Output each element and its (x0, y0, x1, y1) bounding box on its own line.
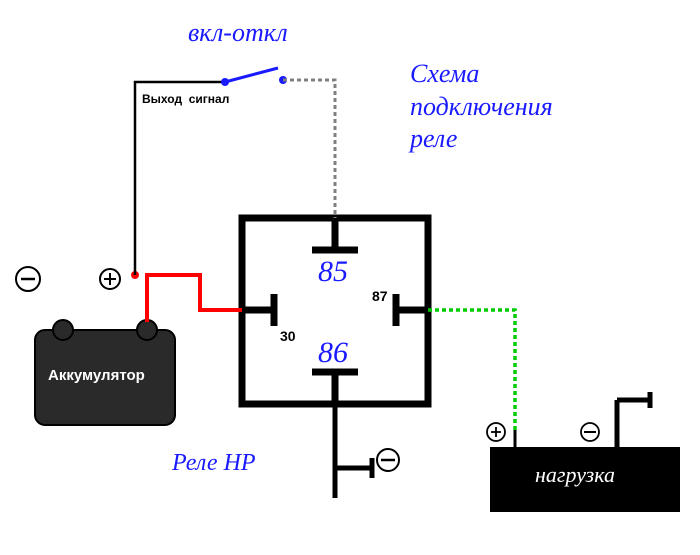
minus-battery (16, 267, 40, 291)
relay-label: Реле НР (172, 450, 256, 477)
pin-30-terminal (242, 294, 274, 326)
switch (221, 68, 287, 86)
wire-red (147, 275, 242, 322)
plus-load (487, 423, 505, 441)
pin-86-label: 86 (318, 336, 348, 370)
load-neg-terminal (617, 392, 650, 447)
signal-label: Выход сигнал (142, 92, 229, 106)
ground-symbol (335, 458, 372, 498)
pin-87-terminal (396, 294, 428, 326)
wire-green (428, 310, 515, 430)
title-label: Схема подключения реле (410, 58, 553, 156)
pin-85-label: 85 (318, 255, 348, 289)
minus-load (581, 423, 599, 441)
battery-label: Аккумулятор (48, 367, 145, 384)
wire-signal (135, 82, 225, 275)
plus-battery (100, 269, 120, 289)
switch-label: вкл-откл (188, 18, 288, 48)
load-label: нагрузка (535, 462, 615, 488)
pin-87-label: 87 (372, 288, 388, 304)
pin-85-terminal (312, 218, 358, 250)
pin-86-terminal (312, 372, 358, 404)
minus-relay-ground (377, 449, 399, 471)
wire-gray (283, 80, 335, 218)
pin-30-label: 30 (280, 328, 296, 344)
